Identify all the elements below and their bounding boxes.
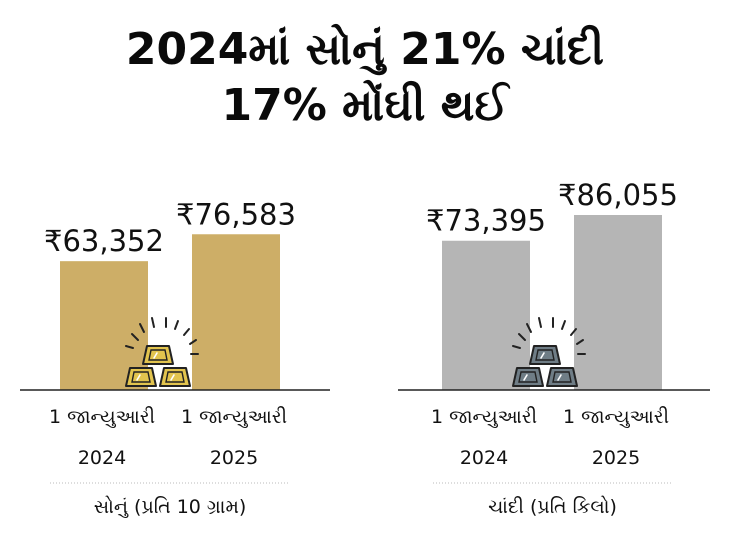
silver-bar-1 [442, 240, 530, 390]
chart-title-line-2: 17% મોંઘી થઈ [221, 80, 509, 131]
silver-value-label-2: ₹86,055 [558, 178, 678, 212]
gold-bars-icon [125, 317, 199, 387]
silver-value-label-1: ₹73,395 [426, 204, 546, 238]
gold-category-label-1: 1 જાન્યુઆરી [49, 406, 155, 428]
chart-title-line-1: 2024માં સોનું 21% ચાંદી [125, 24, 605, 75]
chart-title: 2024માં સોનું 21% ચાંદી 17% મોંઘી થઈ [0, 22, 730, 134]
silver-group-label: ચાંદી (પ્રતિ કિલો) [488, 496, 617, 518]
gold-category-label-2: 1 જાન્યુઆરી [181, 406, 287, 428]
silver-category-label-2: 1 જાન્યુઆરી [563, 406, 669, 428]
gold-value-label-1: ₹63,352 [44, 224, 164, 258]
silver-bar-2 [574, 215, 662, 390]
gold-category-year-2: 2025 [210, 447, 258, 469]
silver-category-year-2: 2025 [592, 447, 640, 469]
gold-bar-2 [192, 234, 280, 390]
silver-category-label-1: 1 જાન્યુઆરી [431, 406, 537, 428]
gold-value-label-2: ₹76,583 [176, 197, 296, 231]
gold-category-year-1: 2024 [78, 447, 126, 469]
silver-bars-icon [512, 317, 586, 387]
silver-category-year-1: 2024 [460, 447, 508, 469]
gold-group-label: સોનું (પ્રતિ 10 ગ્રામ) [94, 496, 247, 518]
